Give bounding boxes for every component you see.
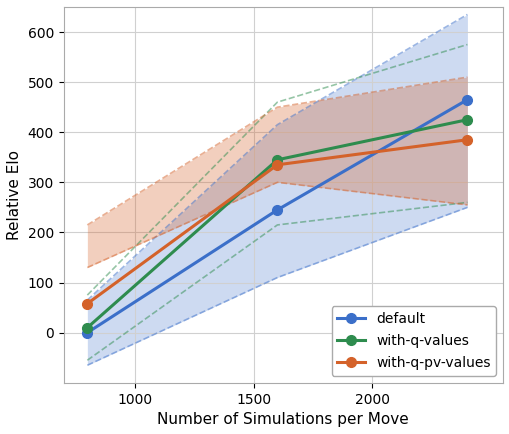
Legend: default, with-q-values, with-q-pv-values: default, with-q-values, with-q-pv-values [331, 306, 495, 376]
Y-axis label: Relative Elo: Relative Elo [7, 150, 22, 240]
X-axis label: Number of Simulations per Move: Number of Simulations per Move [157, 412, 408, 427]
